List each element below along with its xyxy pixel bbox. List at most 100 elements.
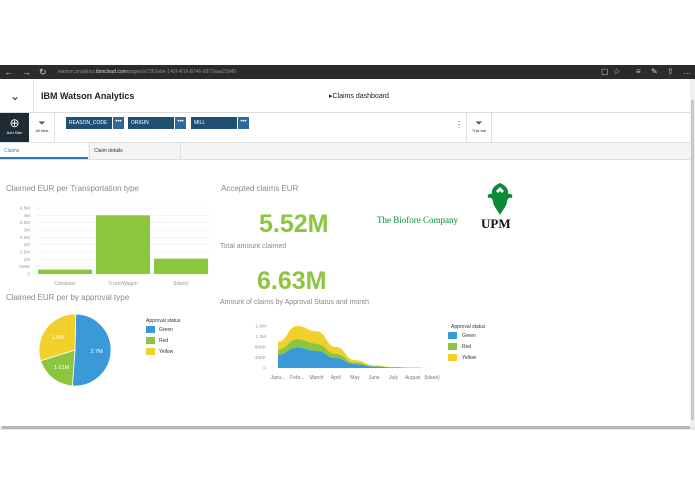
accepted-claims-value: 5.52M — [259, 210, 329, 238]
bar-blank[interactable] — [154, 258, 208, 274]
all-tabs-filter-button[interactable]: ⏷ All tabs — [30, 113, 55, 142]
bar-y-tick-label: 1M — [24, 257, 31, 262]
area-x-tick-label: (blank) — [424, 375, 440, 381]
area-x-tick-label: Febr... — [290, 375, 304, 381]
browser-toolbar: ← → ↻ watson.analytics.ibmcloud.com/page… — [0, 65, 695, 79]
refresh-icon[interactable]: ↻ — [39, 67, 47, 77]
vertical-scrollbar-thumb[interactable] — [691, 100, 694, 420]
dashboard-tabs: Claims Claim details — [0, 143, 690, 160]
bar-y-tick-label: 2M — [24, 242, 31, 247]
bar-chart-title: Claimed EUR per Transportation type — [6, 184, 139, 193]
filter-chip-mill-menu[interactable]: ••• — [238, 117, 249, 129]
area-x-tick-label: August — [405, 375, 421, 381]
dashboard-canvas: Claimed EUR per Transportation type 4.5M… — [0, 160, 690, 426]
more-icon[interactable]: … — [683, 67, 691, 76]
total-claimed-value: 6.63M — [257, 267, 327, 295]
pie-slice-label: 1.01M — [54, 365, 70, 371]
bar-y-tick-label: 1.5M — [20, 250, 30, 255]
bar-y-tick-label: 500K — [19, 264, 31, 269]
pie-legend-title: Approval status — [146, 318, 181, 324]
filter-bar: ⊕ Add filter ⏷ All tabs REASON_CODE ••• … — [0, 113, 690, 143]
hub-icon[interactable]: ≡ — [636, 67, 641, 76]
header-divider — [33, 79, 34, 112]
area-x-tick-label: April — [331, 375, 341, 381]
pie-slice-red[interactable] — [40, 349, 76, 387]
pie-legend-label-green: Green — [159, 327, 173, 333]
pie-legend-swatch-red — [146, 337, 155, 344]
bar-truck-wagon[interactable] — [96, 215, 150, 274]
pie-chart[interactable]: 2.7M 1.01M 1.6M — [30, 310, 120, 390]
area-x-tick-label: July — [389, 375, 398, 381]
url-suffix: /pages/a7362ebe-140f-4f16-8746-6872eaa22… — [126, 69, 237, 75]
filter-chip-reason-code[interactable]: REASON_CODE — [66, 117, 112, 129]
bar-y-tick-label: 4M — [24, 213, 31, 218]
share-icon[interactable]: ⇧ — [667, 67, 674, 76]
bar-chart[interactable]: 4.5M 4M 3.5M 3M 2.5M 2M 1.5M 1M 500K 0 Container Tr… — [0, 204, 215, 290]
area-legend-label-red: Red — [462, 344, 472, 350]
more-options-icon[interactable]: ⋮ — [455, 120, 463, 129]
filter-icon: ⏷ — [38, 118, 46, 128]
pie-slice-label: 2.7M — [90, 349, 103, 355]
logo-tagline: The Biofore Company — [377, 215, 458, 225]
bar-y-tick-label: 2.5M — [20, 235, 30, 240]
url-prefix: watson.analytics. — [58, 69, 97, 75]
area-legend-label-green: Green — [462, 333, 476, 339]
area-x-tick-label: May — [350, 375, 360, 381]
favorite-star-icon[interactable]: ☆ — [613, 67, 621, 76]
area-y-tick-label: 400K — [255, 355, 267, 361]
logo-brand: UPM — [481, 216, 511, 231]
area-legend-label-yellow: Yellow — [462, 355, 477, 361]
dashboard-title[interactable]: ▸Claims dashboard — [329, 93, 389, 100]
total-claimed-title: Total amount claimed — [220, 243, 287, 250]
pie-legend-swatch-yellow — [146, 348, 155, 355]
area-x-tick-label: March — [310, 375, 324, 381]
app-header: ⌄ IBM Watson Analytics ▸Claims dashboard — [0, 79, 690, 113]
pie-slice-label: 1.6M — [52, 335, 65, 341]
pie-legend-label-yellow: Yellow — [159, 349, 174, 355]
back-icon[interactable]: ← — [4, 67, 13, 77]
bar-container[interactable] — [38, 269, 92, 274]
filter-chip-reason-code-menu[interactable]: ••• — [113, 117, 124, 129]
area-chart[interactable]: 1.6M 1.2M 800K 400K 0 Janu... Febr... March Apri… — [240, 322, 445, 384]
bar-y-tick-label: 4.5M — [20, 206, 30, 211]
bar-y-tick-label: 0 — [27, 272, 30, 277]
collapse-chevron-icon[interactable]: ⌄ — [9, 89, 21, 103]
url-domain: ibmcloud.com — [96, 69, 127, 75]
this-tab-filter-button[interactable]: ⏷ This tab — [466, 113, 492, 142]
area-legend-title: Approval status — [451, 324, 486, 330]
pie-slice-yellow[interactable] — [38, 313, 77, 362]
tab-claims[interactable]: Claims — [0, 143, 88, 159]
area-x-tick-label: June — [369, 375, 380, 381]
area-series-red[interactable] — [278, 339, 432, 368]
area-series-green[interactable] — [278, 347, 432, 368]
bar-category-label: Truck/Wagon — [108, 281, 138, 287]
web-note-icon[interactable]: ✎ — [651, 67, 658, 76]
filter-icon: ⏷ — [475, 118, 483, 128]
filter-chip-mill[interactable]: MILL — [191, 117, 237, 129]
add-filter-button[interactable]: ⊕ Add filter — [0, 113, 29, 142]
pie-slice-green[interactable] — [71, 313, 112, 387]
bar-category-label: Container — [54, 281, 76, 287]
area-series-yellow[interactable] — [278, 326, 432, 368]
area-y-tick-label: 800K — [255, 345, 267, 351]
dashboard-title-text: Claims dashboard — [332, 93, 389, 100]
area-legend-swatch-yellow — [448, 354, 457, 361]
accepted-claims-title: Accepted claims EUR — [221, 184, 299, 193]
tab-claim-details[interactable]: Claim details — [89, 143, 181, 159]
address-bar[interactable]: watson.analytics.ibmcloud.com/pages/a736… — [58, 67, 588, 77]
bar-y-tick-label: 3.5M — [20, 220, 30, 225]
this-tab-label: This tab — [471, 128, 487, 133]
filter-chip-origin[interactable]: ORIGIN — [128, 117, 174, 129]
area-x-tick-label: Janu... — [270, 375, 285, 381]
add-filter-label: Add filter — [6, 130, 23, 135]
all-tabs-label: All tabs — [35, 128, 49, 133]
bar-category-label: (blank) — [173, 281, 189, 287]
area-legend-swatch-red — [448, 343, 457, 350]
area-y-tick-label: 0 — [263, 366, 266, 372]
horizontal-scrollbar-thumb[interactable] — [2, 426, 690, 429]
filter-chip-origin-menu[interactable]: ••• — [175, 117, 186, 129]
forward-icon[interactable]: → — [22, 67, 31, 77]
area-y-tick-label: 1.2M — [255, 334, 266, 340]
plus-circle-icon: ⊕ — [9, 116, 20, 130]
reading-view-icon[interactable]: ▢ — [601, 67, 609, 76]
